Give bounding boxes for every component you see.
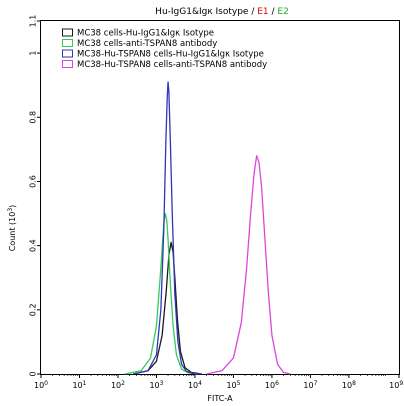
x-tick-exp: 0 [44, 380, 48, 387]
x-tick-base: 10 [34, 381, 44, 390]
y-tick-label: 1.1 [29, 15, 38, 28]
y-tick-label: 0.4 [29, 239, 38, 252]
y-axis-label-exp: 3 [7, 208, 14, 212]
x-tick-base: 10 [149, 381, 159, 390]
y-tick-label: 1 [29, 51, 38, 56]
y-axis-label-suffix: ) [8, 205, 17, 208]
legend-label: MC38 cells-Hu-IgG1&Igκ Isotype [77, 29, 214, 39]
x-tick-exp: 2 [121, 380, 125, 387]
x-tick-base: 10 [303, 381, 313, 390]
series-line-1 [133, 241, 202, 375]
x-tick-exp: 9.3 [399, 380, 404, 387]
series-line-3 [133, 81, 202, 375]
legend-label: MC38 cells-anti-TSPAN8 antibody [77, 39, 217, 49]
x-tick-exp: 4 [198, 380, 202, 387]
title-gate2: E2 [277, 7, 288, 17]
x-tick-base: 10 [72, 381, 82, 390]
x-tick-base: 10 [265, 381, 275, 390]
x-tick-base: 10 [342, 381, 352, 390]
y-axis-label: Count (103) [7, 205, 17, 252]
x-tick-label: 103 [149, 380, 163, 390]
plot-frame [40, 20, 400, 375]
x-tick-label: 104 [188, 380, 202, 390]
x-tick-base: 10 [111, 381, 121, 390]
title-prefix: Hu-IgG1&Igκ Isotype / [155, 7, 257, 17]
chart-title: Hu-IgG1&Igκ Isotype / E1 / E2 [155, 7, 289, 17]
y-tick-label: 0.8 [29, 111, 38, 124]
y-tick-label: 0 [29, 371, 38, 376]
x-tick-base: 10 [389, 381, 399, 390]
title-gate1: E1 [257, 7, 268, 17]
x-tick-label: 106 [265, 380, 279, 390]
x-tick-exp: 1 [83, 380, 87, 387]
x-tick-label: 101 [72, 380, 86, 390]
x-tick-label: 108 [342, 380, 356, 390]
y-axis: 0 0.2 0.4 0.6 0.8 1 1.1 [29, 15, 41, 377]
legend-label: MC38-Hu-TSPAN8 cells-anti-TSPAN8 antibod… [77, 60, 267, 70]
y-tick-label: 0.2 [29, 303, 38, 316]
y-tick-label: 0.6 [29, 175, 38, 188]
x-tick-base: 10 [226, 381, 236, 390]
series-line-2 [124, 212, 199, 375]
x-tick-label: 109.3 [389, 380, 404, 390]
x-tick-label: 107 [303, 380, 317, 390]
x-tick-exp: 8 [352, 380, 356, 387]
x-tick-label: 102 [111, 380, 125, 390]
x-tick-exp: 7 [314, 380, 318, 387]
legend-swatch [62, 39, 73, 47]
x-tick-label: 100 [34, 380, 48, 390]
x-tick-exp: 3 [160, 380, 164, 387]
title-separator: / [269, 7, 278, 17]
series-line-4 [206, 155, 291, 375]
legend-swatch [62, 49, 73, 58]
x-tick-label: 105 [226, 380, 240, 390]
x-axis-label: FITC-A [207, 394, 233, 403]
x-tick-exp: 6 [275, 380, 279, 387]
x-tick-exp: 5 [237, 380, 241, 387]
x-tick-base: 10 [188, 381, 198, 390]
y-axis-label-main: Count (10 [8, 212, 17, 252]
legend-swatch [62, 60, 73, 68]
legend-label: MC38-Hu-TSPAN8 cells-Hu-IgG1&Igκ Isotype [77, 50, 264, 60]
legend-swatch [62, 28, 73, 37]
series-layer [124, 81, 291, 375]
